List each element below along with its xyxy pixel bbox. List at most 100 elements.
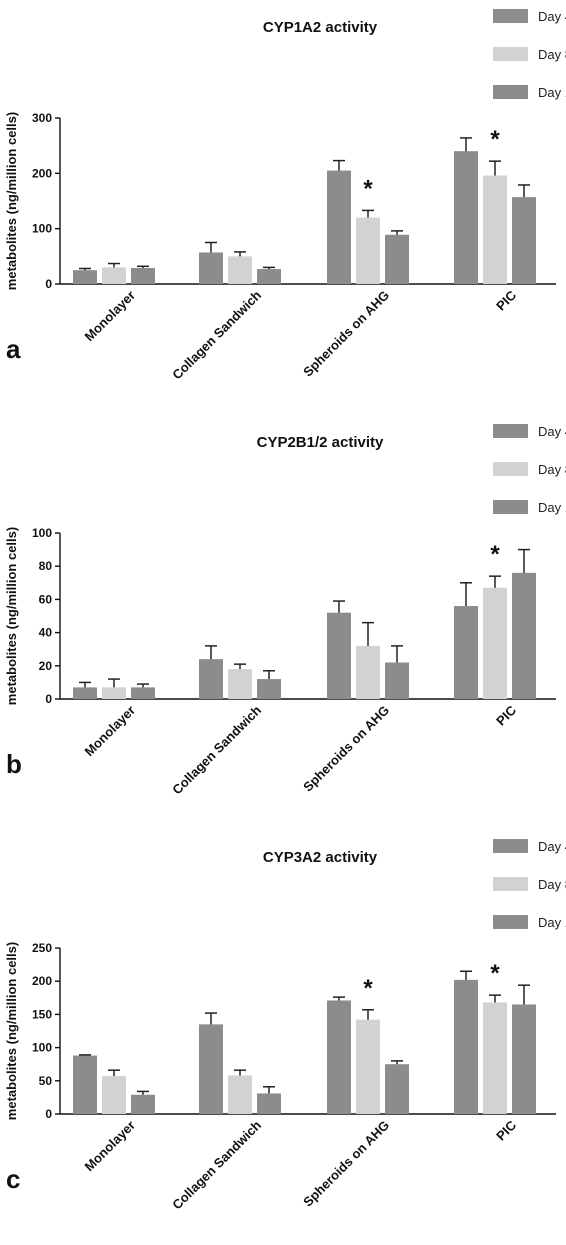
y-tick-label-0: 0 — [45, 692, 52, 706]
legend-label-0: Day 4 — [538, 839, 566, 854]
legend-label-2: Day 14 — [538, 500, 566, 515]
bar-1-0 — [199, 1024, 223, 1114]
panel-label: b — [6, 749, 22, 779]
bar-2-0 — [327, 1000, 351, 1114]
legend-swatch-0 — [493, 9, 528, 23]
bar-0-1 — [102, 1076, 126, 1114]
bar-2-1 — [356, 217, 380, 284]
category-label-2: Spheroids on AHG — [300, 703, 392, 795]
legend-label-0: Day 4 — [538, 424, 566, 439]
bar-2-2 — [385, 234, 409, 284]
bar-3-0 — [454, 151, 478, 284]
panel-label: a — [6, 334, 21, 364]
legend-swatch-1 — [493, 47, 528, 61]
y-tick-label-3: 150 — [32, 1007, 52, 1021]
chart-title: CYP1A2 activity — [263, 19, 378, 36]
y-tick-label-4: 200 — [32, 974, 52, 988]
legend-swatch-0 — [493, 424, 528, 438]
bar-3-2 — [512, 197, 536, 284]
y-tick-label-3: 60 — [39, 592, 53, 606]
y-tick-label-5: 100 — [32, 526, 52, 540]
bar-0-2 — [131, 267, 155, 284]
bar-1-1 — [228, 669, 252, 699]
legend-label-1: Day 8 — [538, 462, 566, 477]
y-tick-label-2: 100 — [32, 1041, 52, 1055]
bar-3-0 — [454, 979, 478, 1114]
y-tick-label-1: 20 — [39, 659, 53, 673]
chart-panel-a: CYP1A2 activity Day 4 Day 8 Day 14 0 100 200 30… — [4, 9, 566, 382]
legend-label-0: Day 4 — [538, 9, 566, 24]
chart-panel-b: CYP2B1/2 activity Day 4 Day 8 Day 14 0 20 40 60… — [4, 424, 566, 797]
category-label-3: PIC — [493, 287, 519, 313]
panel-label: c — [6, 1164, 20, 1194]
category-label-2: Spheroids on AHG — [300, 1118, 392, 1210]
significance-star-2-1: * — [363, 975, 373, 1002]
y-tick-label-3: 300 — [32, 111, 52, 125]
y-tick-label-2: 200 — [32, 166, 52, 180]
bar-3-1 — [483, 1002, 507, 1114]
significance-star-3-1: * — [490, 541, 500, 568]
chart-title: CYP3A2 activity — [263, 849, 378, 866]
category-label-1: Collagen Sandwich — [169, 287, 264, 382]
category-label-3: PIC — [493, 702, 519, 728]
bar-1-0 — [199, 252, 223, 284]
significance-star-2-1: * — [363, 175, 373, 202]
bar-2-2 — [385, 662, 409, 699]
legend-label-2: Day 14 — [538, 85, 566, 100]
category-label-0: Monolayer — [82, 288, 139, 345]
legend-label-2: Day 14 — [538, 915, 566, 930]
bar-2-1 — [356, 1019, 380, 1114]
bar-2-2 — [385, 1064, 409, 1114]
bar-2-0 — [327, 612, 351, 699]
category-label-0: Monolayer — [82, 1118, 139, 1175]
bar-3-0 — [454, 606, 478, 699]
bar-0-1 — [102, 687, 126, 699]
bar-3-1 — [483, 175, 507, 284]
bar-3-2 — [512, 1004, 536, 1114]
y-tick-label-2: 40 — [39, 626, 53, 640]
category-label-1: Collagen Sandwich — [169, 1117, 264, 1212]
bar-0-0 — [73, 687, 97, 699]
bar-1-1 — [228, 256, 252, 284]
bar-0-1 — [102, 267, 126, 284]
bar-0-2 — [131, 687, 155, 699]
y-tick-label-0: 0 — [45, 1107, 52, 1121]
chart-title: CYP2B1/2 activity — [257, 434, 384, 451]
legend-swatch-2 — [493, 500, 528, 514]
bar-0-0 — [73, 270, 97, 284]
y-axis-label: metabolites (ng/million cells) — [4, 112, 19, 290]
category-label-3: PIC — [493, 1117, 519, 1143]
bar-0-0 — [73, 1055, 97, 1114]
bar-1-0 — [199, 659, 223, 699]
bar-1-2 — [257, 1093, 281, 1114]
significance-star-3-1: * — [490, 960, 500, 987]
legend-swatch-1 — [493, 462, 528, 476]
bar-2-0 — [327, 170, 351, 284]
y-tick-label-5: 250 — [32, 941, 52, 955]
legend-swatch-0 — [493, 839, 528, 853]
y-tick-label-1: 50 — [39, 1074, 53, 1088]
bar-0-2 — [131, 1094, 155, 1114]
bar-1-2 — [257, 269, 281, 284]
y-axis-label: metabolites (ng/million cells) — [4, 942, 19, 1120]
category-label-1: Collagen Sandwich — [169, 702, 264, 797]
legend-label-1: Day 8 — [538, 877, 566, 892]
bar-1-1 — [228, 1075, 252, 1114]
legend-swatch-1 — [493, 877, 528, 891]
y-tick-label-0: 0 — [45, 277, 52, 291]
legend-swatch-2 — [493, 85, 528, 99]
legend-label-1: Day 8 — [538, 47, 566, 62]
category-label-2: Spheroids on AHG — [300, 288, 392, 380]
y-axis-label: metabolites (ng/million cells) — [4, 527, 19, 705]
category-label-0: Monolayer — [82, 703, 139, 760]
bar-3-1 — [483, 587, 507, 699]
chart-panel-c: CYP3A2 activity Day 4 Day 8 Day 14 0 50 100 150… — [4, 839, 566, 1212]
bar-3-2 — [512, 572, 536, 699]
y-tick-label-1: 100 — [32, 222, 52, 236]
bar-2-1 — [356, 645, 380, 699]
legend-swatch-2 — [493, 915, 528, 929]
significance-star-3-1: * — [490, 126, 500, 153]
bar-1-2 — [257, 679, 281, 699]
y-tick-label-4: 80 — [39, 559, 53, 573]
